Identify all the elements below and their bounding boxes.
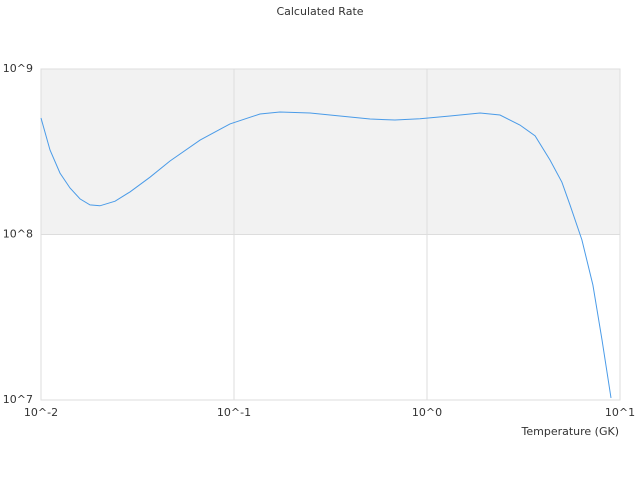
y-tick-label: 10^8 [3, 228, 33, 241]
data-line [40, 111, 612, 398]
y-tick-label: 10^7 [3, 393, 33, 406]
x-tick-label: 10^0 [412, 406, 442, 419]
chart-title: Calculated Rate [276, 5, 363, 18]
x-tick-label: 10^-1 [217, 406, 251, 419]
x-tick-label: 10^1 [605, 406, 635, 419]
plot-band [41, 69, 620, 235]
x-axis-label: Temperature (GK) [521, 425, 620, 438]
x-tick-label: 10^-2 [24, 406, 58, 419]
plot-frame [40, 68, 621, 401]
y-tick-label: 10^9 [3, 62, 33, 75]
